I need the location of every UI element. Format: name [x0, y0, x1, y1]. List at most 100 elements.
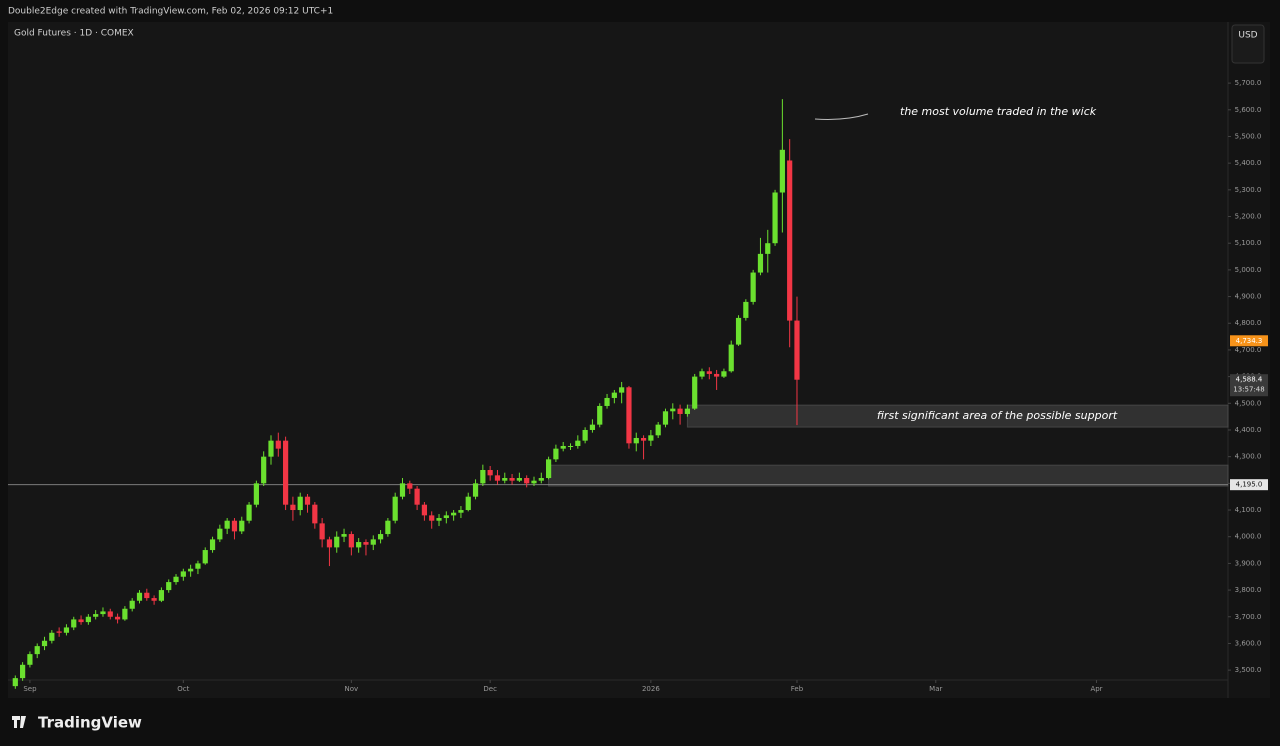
candle-body [34, 646, 40, 655]
candle-body [677, 408, 683, 414]
candle-body [728, 344, 734, 372]
x-tick-label: Apr [1090, 685, 1102, 693]
candle-body [655, 424, 661, 436]
candle-body [604, 397, 610, 406]
price-label-box [1230, 335, 1268, 347]
candle-body [85, 616, 91, 623]
candle-body [494, 475, 501, 481]
candle-body [107, 611, 113, 617]
candle-body [414, 488, 420, 505]
candle-body [158, 590, 165, 601]
candle-body [49, 632, 55, 641]
candle-body [619, 387, 625, 393]
candle-body [750, 272, 756, 302]
y-tick-label: 5,600.0 [1235, 106, 1262, 114]
candle-body [304, 496, 311, 505]
y-tick-label: 4,300.0 [1235, 453, 1262, 461]
x-tick-label: Feb [791, 685, 804, 693]
y-tick-label: 3,800.0 [1235, 586, 1262, 594]
zone-label: first significant area of the possible s… [877, 409, 1118, 422]
candle-body [20, 664, 26, 679]
candle-body [524, 478, 530, 484]
candle-body [597, 405, 603, 425]
candle-body [509, 478, 515, 481]
x-tick-label: Oct [177, 685, 189, 693]
candle-body [93, 614, 99, 617]
candle-body [662, 411, 669, 425]
candle-body [180, 571, 186, 577]
candle-body [166, 582, 172, 591]
candle-body [714, 373, 720, 377]
candle-body [209, 539, 216, 551]
candle-body [63, 627, 70, 633]
candle-body [370, 539, 376, 545]
candle-body [794, 320, 800, 380]
candle-body [670, 408, 676, 412]
candle-body [465, 496, 471, 511]
candle-body [217, 528, 223, 540]
candle-body [545, 459, 552, 479]
candle-body [436, 518, 442, 521]
currency: USD [1238, 31, 1257, 41]
candle-body [582, 429, 588, 441]
y-tick-label: 5,100.0 [1235, 239, 1262, 247]
candle-body [575, 440, 581, 446]
candle-body [553, 448, 559, 460]
candle-body [363, 542, 369, 545]
x-tick-label: Nov [345, 685, 359, 693]
y-tick-label: 5,200.0 [1235, 213, 1262, 221]
y-tick-label: 3,900.0 [1235, 559, 1262, 567]
price-label: 4,734.3 [1236, 337, 1263, 345]
candle-body [626, 387, 632, 444]
candle-body [202, 550, 208, 564]
candle-body [407, 483, 413, 489]
candle-body [633, 437, 639, 444]
candle-body [779, 149, 785, 193]
candle-body [114, 616, 121, 620]
support-zone [548, 464, 1229, 487]
x-tick-label: Mar [929, 685, 942, 693]
candle-body [472, 483, 479, 497]
candle-body [421, 504, 428, 516]
candle-body [538, 478, 544, 481]
candle-body [319, 523, 325, 540]
candle-body [589, 424, 596, 430]
candle-body [356, 542, 362, 548]
candle-body [12, 678, 18, 687]
candle-body [78, 619, 84, 623]
candle-body [721, 371, 727, 377]
price-label-box [1230, 374, 1268, 397]
candle-body [312, 504, 318, 524]
annotation-arrow [814, 113, 869, 120]
candle-body [480, 470, 486, 484]
candle-body [757, 253, 764, 273]
candle-body [297, 496, 303, 511]
header: Double2Edge created with TradingView.com… [8, 7, 333, 17]
currency-box[interactable] [1231, 24, 1265, 64]
y-tick-label: 4,900.0 [1235, 293, 1262, 301]
candle-body [239, 520, 245, 532]
candle-body [290, 504, 296, 511]
candle-body [567, 445, 574, 447]
y-tick-label: 5,700.0 [1235, 79, 1262, 87]
candle-body [129, 600, 135, 609]
candle-body [334, 536, 340, 548]
candle-body [122, 608, 128, 620]
candle-body [151, 598, 157, 601]
candle-body [765, 243, 771, 254]
candle-body [268, 440, 274, 457]
candle-body [56, 631, 62, 633]
y-tick-label: 3,700.0 [1235, 613, 1262, 621]
y-tick-label: 5,400.0 [1235, 159, 1262, 167]
candle-body [27, 654, 33, 665]
candle-body [451, 512, 457, 516]
candle-body [188, 568, 194, 572]
price-label: 4,195.0 [1236, 481, 1263, 489]
candle-body [231, 520, 238, 532]
y-tick-label: 4,100.0 [1235, 506, 1262, 514]
candle-body [706, 371, 712, 374]
candle-body [195, 563, 201, 569]
y-tick-label: 3,500.0 [1235, 666, 1262, 674]
y-tick-label: 4,000.0 [1235, 533, 1262, 541]
